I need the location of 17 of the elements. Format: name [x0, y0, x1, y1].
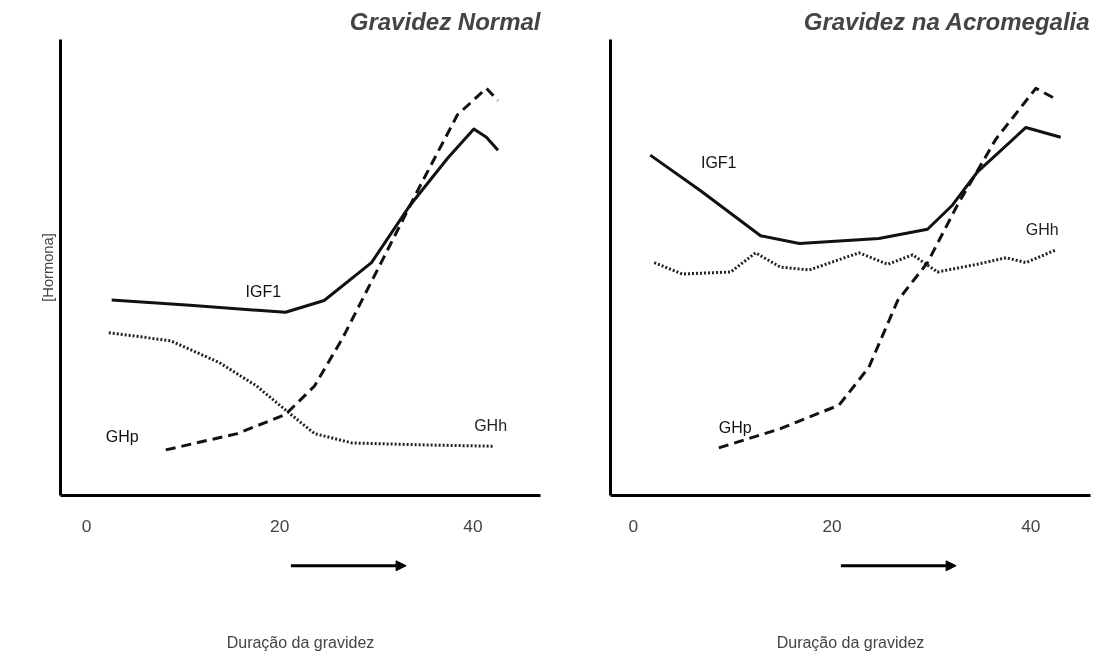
series-label: GHp: [105, 427, 139, 445]
x-axis-title: Duração da gravidez: [226, 633, 375, 651]
series-label: GHh: [474, 417, 508, 435]
x-tick-label: 20: [270, 515, 290, 536]
x-tick-label: 40: [463, 515, 483, 536]
series-label: IGF1: [700, 153, 737, 171]
x-tick-label: 20: [822, 515, 842, 536]
series-label: GHh: [1025, 220, 1059, 238]
chart-title: Gravidez na Acromegalia: [803, 7, 1090, 35]
chart-title: Gravidez Normal: [349, 7, 542, 35]
y-axis-title: [Hormona]: [39, 233, 56, 302]
series-label: GHp: [718, 418, 752, 436]
x-axis-title: Duração da gravidez: [776, 633, 925, 651]
series-label: IGF1: [245, 283, 282, 301]
x-tick-label: 40: [1021, 515, 1041, 536]
x-tick-label: 0: [81, 515, 92, 536]
x-tick-label: 0: [628, 515, 639, 536]
